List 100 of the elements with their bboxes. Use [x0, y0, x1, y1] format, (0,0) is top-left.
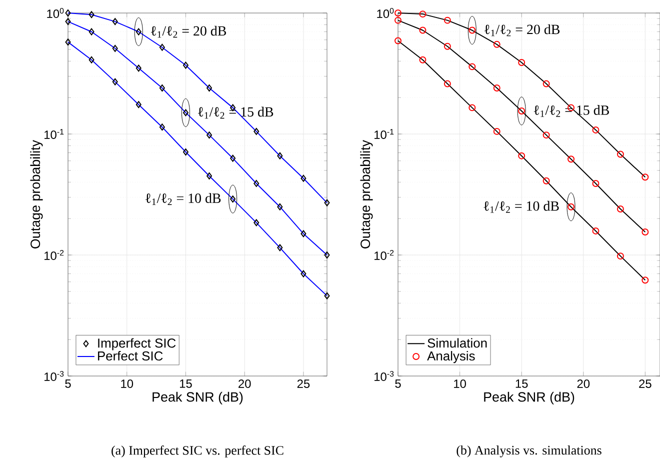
point [159, 124, 165, 131]
y-tick-label: 10$^{0}$ [47, 8, 64, 18]
point [468, 63, 476, 70]
point [518, 58, 526, 66]
annotation: ℓ$_{1}$/ℓ$_{2}$ = 10 dB [484, 200, 559, 213]
point [642, 174, 649, 181]
annotation: ℓ$_{1}$/ℓ$_{2}$ = 20 dB [150, 26, 226, 38]
point [230, 154, 236, 162]
point [277, 152, 283, 160]
point [518, 152, 526, 160]
point [182, 148, 188, 156]
point [642, 276, 649, 284]
point [419, 56, 426, 64]
annotation: ℓ$_{1}$/ℓ$_{2}$ = 15 dB [534, 105, 609, 117]
y-axis-title: Outage probability [360, 140, 373, 248]
point [542, 177, 550, 184]
point [394, 37, 402, 44]
point [136, 64, 142, 72]
point [206, 84, 212, 92]
point [592, 126, 600, 134]
point [642, 228, 649, 236]
point [542, 80, 550, 88]
point [444, 80, 451, 88]
x-axis-title: Peak SNR (dB) [152, 392, 243, 404]
y-tick-label: 10$^{-2}$ [374, 250, 394, 260]
y-tick-label: 10$^{-1}$ [374, 129, 394, 139]
point [254, 219, 260, 226]
point [493, 84, 500, 92]
line-series [398, 20, 646, 232]
x-tick-label: 5 [65, 380, 71, 388]
point [88, 28, 94, 36]
point [324, 199, 330, 206]
point [300, 230, 306, 238]
point [568, 156, 575, 163]
point [542, 132, 550, 139]
legend-label: Perfect SIC [98, 351, 163, 361]
point [468, 104, 476, 112]
legend-label: Simulation [428, 338, 487, 348]
point [206, 132, 212, 139]
point [616, 252, 624, 260]
y-tick-label: 10$^{0}$ [377, 8, 394, 18]
x-tick-label: 20 [238, 380, 251, 388]
y-tick-label: 10$^{-3}$ [374, 371, 394, 382]
point [136, 101, 142, 108]
point [254, 128, 260, 135]
x-tick-label: 10 [454, 380, 466, 388]
y-tick-label: 10$^{-3}$ [44, 371, 64, 382]
line-series [68, 21, 328, 256]
legend-label: Analysis [427, 351, 475, 364]
line-series [398, 12, 646, 178]
point [300, 270, 306, 278]
point [206, 172, 212, 180]
point [112, 18, 118, 26]
y-tick-label: 10$^{-2}$ [44, 250, 64, 260]
point [324, 292, 330, 300]
point [616, 206, 624, 212]
point [65, 18, 71, 26]
point [616, 150, 624, 158]
point [159, 44, 165, 51]
x-tick-label: 25 [639, 380, 652, 388]
point [592, 180, 600, 187]
annotation: ℓ$_{1}$/ℓ$_{2}$ = 20 dB [484, 24, 560, 36]
text: (b) Analysis vs. simulations [456, 446, 602, 458]
x-axis-title: Peak SNR (dB) [484, 392, 574, 404]
y-tick-label: 10$^{-1}$ [44, 129, 64, 139]
x-tick-label: 15 [180, 380, 192, 388]
point [254, 180, 260, 187]
line-series [68, 12, 328, 204]
point [493, 128, 500, 135]
point [159, 84, 165, 92]
annotation: ℓ$_{1}$/ℓ$_{2}$ = 10 dB [146, 193, 221, 205]
point [88, 11, 94, 18]
point [592, 227, 600, 234]
x-tick-label: 10 [121, 380, 134, 388]
point [394, 10, 402, 16]
point [65, 38, 71, 46]
text: (a) Imperfect SIC vs. perfect SIC [112, 446, 284, 458]
point [88, 56, 94, 64]
x-tick-label: 25 [297, 380, 310, 388]
x-tick-label: 5 [395, 380, 401, 388]
point [444, 42, 451, 50]
y-axis-title: Outage probability [30, 140, 43, 248]
point [277, 203, 283, 210]
point [112, 44, 118, 52]
point [182, 62, 188, 69]
point [65, 10, 71, 16]
point [324, 252, 330, 258]
point [300, 174, 306, 182]
point [493, 40, 500, 48]
line-series [398, 40, 646, 281]
point [277, 244, 283, 252]
point [419, 26, 426, 34]
line-series [68, 42, 328, 296]
point [444, 16, 451, 24]
point [112, 78, 118, 86]
legend-label: Imperfect SIC [98, 338, 176, 350]
x-tick-label: 20 [577, 380, 590, 388]
point [419, 10, 426, 18]
x-tick-label: 15 [516, 380, 528, 388]
point [394, 16, 402, 24]
